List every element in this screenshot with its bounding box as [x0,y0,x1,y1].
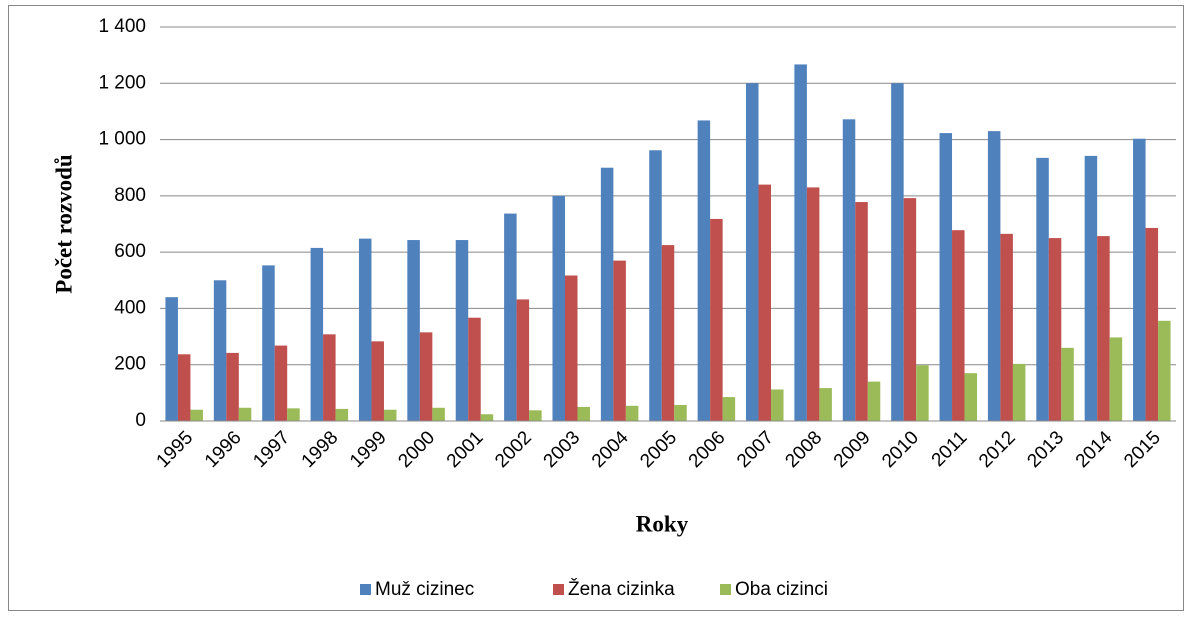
bar [323,334,336,421]
legend-swatch [553,584,564,595]
y-tick-label: 200 [114,354,146,375]
bar [371,341,384,421]
bar [794,64,807,422]
bar [661,245,675,421]
bar [600,167,614,421]
x-axis-label: Roky [636,511,689,536]
bar [964,373,978,421]
bar [165,297,178,421]
bar [867,381,881,421]
bar [1061,347,1074,421]
y-tick-label: 800 [114,185,146,206]
bar [625,405,639,421]
bar [1012,363,1026,421]
bar [1000,233,1013,421]
bar [891,83,904,422]
bar [697,120,711,421]
bar [407,240,420,421]
bar [335,408,349,421]
bar [1036,157,1049,421]
y-tick-label: 0 [135,410,146,431]
bar [238,407,252,421]
bar [564,275,578,421]
bar [806,187,820,421]
bar [819,388,832,421]
bar [287,408,300,421]
bar [649,150,662,421]
y-tick-label: 1 200 [98,72,146,93]
bar [1084,155,1098,421]
bar [855,202,868,421]
bar [190,409,203,421]
legend-label: Muž cizinec [375,579,474,600]
bar [358,238,372,421]
bar [432,407,445,421]
bar [722,397,736,421]
bar [1048,238,1062,421]
bar [987,131,1001,421]
bar [468,317,481,421]
bar [613,260,626,421]
bar [903,198,917,421]
y-tick-label: 600 [114,241,146,262]
bar [771,389,784,421]
bar [952,230,965,421]
bar [1109,337,1123,421]
y-axis-label: Počet rozvodů [51,154,76,294]
bar [504,213,517,421]
y-tick-label: 400 [114,297,146,318]
bar [226,352,239,421]
legend-swatch [720,584,731,595]
bar [529,410,542,421]
bar [758,184,772,421]
legend-label: Oba cizinci [735,579,828,600]
bar [710,218,723,421]
bar [842,119,856,422]
bar [262,265,275,421]
bar [383,409,397,421]
bar [274,345,288,421]
y-tick-label: 1 400 [98,16,146,37]
bar [1145,227,1159,421]
bar [916,365,929,421]
bar [480,414,494,421]
legend-swatch [360,584,371,595]
bar [746,83,759,422]
bar [455,240,469,421]
bar [310,247,324,421]
bar [516,299,530,421]
bar [1133,138,1146,421]
bar [177,354,191,421]
bar [1158,320,1171,421]
bar [577,406,590,421]
y-tick-label: 1 000 [98,129,146,150]
bar [674,404,687,421]
bar [1097,236,1110,421]
legend-label: Žena cizinka [568,578,675,600]
bar [213,280,227,421]
bar [939,133,953,421]
bar [419,332,433,421]
bar [552,195,565,421]
